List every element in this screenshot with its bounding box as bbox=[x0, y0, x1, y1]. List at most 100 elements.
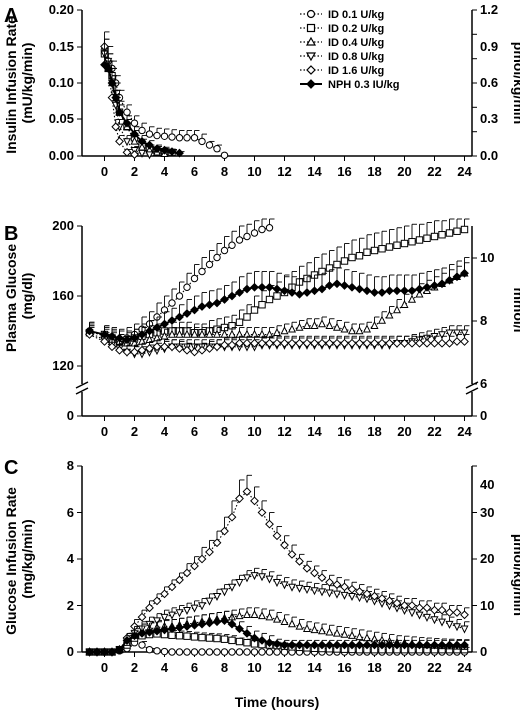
data-point bbox=[333, 260, 341, 269]
data-point bbox=[212, 538, 222, 548]
data-point bbox=[370, 591, 379, 601]
data-point bbox=[257, 508, 267, 517]
panel-c-y2label: µmol/kg/min bbox=[511, 534, 520, 616]
x-tick-label: 0 bbox=[101, 660, 108, 675]
data-point bbox=[175, 575, 184, 585]
data-point bbox=[257, 611, 267, 620]
data-point bbox=[347, 630, 357, 639]
panel-c-y2tick: 10 bbox=[480, 598, 494, 613]
data-point bbox=[160, 145, 169, 155]
data-point bbox=[377, 640, 387, 650]
data-point bbox=[107, 647, 117, 657]
panel-b-label: B bbox=[4, 223, 18, 245]
data-point bbox=[220, 329, 229, 338]
legend-label: ID 0.2 U/kg bbox=[328, 23, 384, 35]
data-point bbox=[85, 647, 94, 657]
data-point bbox=[400, 239, 409, 248]
data-point bbox=[175, 148, 184, 158]
data-point bbox=[130, 129, 139, 139]
data-point bbox=[235, 624, 244, 634]
panel-a-ytick: 0.20 bbox=[49, 2, 74, 17]
data-point bbox=[182, 309, 192, 318]
data-point bbox=[460, 640, 469, 650]
data-point bbox=[227, 329, 237, 338]
data-point bbox=[265, 282, 274, 292]
panel-b: B 120 160 200 0 6 8 10 0 Plasma Gl bbox=[3, 218, 520, 439]
data-point bbox=[332, 279, 342, 289]
data-point bbox=[310, 587, 319, 596]
x-tick-label: 18 bbox=[367, 164, 381, 179]
data-point bbox=[445, 275, 454, 285]
data-point bbox=[340, 582, 349, 592]
data-point bbox=[92, 647, 102, 657]
panel-b-y-ticks: 120 160 200 0 bbox=[52, 218, 82, 423]
data-point bbox=[190, 329, 199, 338]
data-point bbox=[325, 320, 334, 329]
data-point bbox=[220, 648, 229, 656]
data-point bbox=[250, 338, 259, 348]
data-point bbox=[243, 313, 251, 321]
panel-a-y2tick: 0.9 bbox=[480, 39, 498, 54]
data-point bbox=[332, 580, 342, 589]
panel-c-ylabel: Glucose Infusion Rate (mg/kg/min) bbox=[3, 483, 35, 635]
series-id-0-1-u-kg bbox=[85, 218, 275, 344]
data-point bbox=[175, 609, 184, 618]
data-point bbox=[243, 639, 251, 647]
data-point bbox=[400, 286, 409, 296]
data-point bbox=[103, 63, 113, 73]
data-point bbox=[400, 640, 409, 650]
data-point bbox=[243, 232, 251, 241]
data-point bbox=[265, 612, 274, 621]
data-point bbox=[145, 344, 154, 353]
data-point bbox=[175, 134, 184, 142]
data-point bbox=[213, 253, 221, 262]
panel-b-y2tick: 8 bbox=[480, 313, 487, 328]
data-point bbox=[213, 634, 221, 643]
data-point bbox=[302, 623, 312, 632]
data-point bbox=[167, 611, 177, 620]
data-point bbox=[100, 337, 109, 346]
x-tick-label: 14 bbox=[307, 660, 322, 675]
panel-b-y2tick: 6 bbox=[480, 376, 487, 391]
data-point bbox=[310, 338, 319, 348]
data-point bbox=[445, 229, 454, 237]
data-point bbox=[280, 616, 289, 625]
y-axis-break bbox=[75, 387, 89, 395]
data-point bbox=[190, 274, 199, 283]
data-point bbox=[393, 241, 401, 249]
data-point bbox=[302, 563, 312, 573]
data-point bbox=[317, 338, 327, 348]
data-point bbox=[362, 338, 372, 348]
data-point bbox=[257, 573, 267, 582]
data-point bbox=[280, 540, 289, 550]
data-point bbox=[167, 329, 177, 338]
data-point bbox=[183, 648, 191, 656]
data-point bbox=[340, 591, 349, 600]
data-point bbox=[167, 624, 177, 634]
data-point bbox=[363, 248, 371, 256]
data-point bbox=[452, 272, 462, 282]
data-point bbox=[422, 603, 432, 613]
data-point bbox=[242, 574, 252, 583]
data-point bbox=[160, 331, 169, 340]
data-point bbox=[430, 281, 439, 290]
data-point bbox=[310, 286, 319, 296]
data-point bbox=[295, 621, 304, 630]
data-point bbox=[287, 324, 297, 333]
panel-a-y2-ticks: 0.0 0.3 0.6 0.9 1.2 bbox=[472, 2, 498, 163]
data-point bbox=[400, 338, 409, 348]
data-point bbox=[355, 338, 364, 348]
x-tick-label: 10 bbox=[247, 424, 261, 439]
legend-label: ID 0.4 U/kg bbox=[328, 37, 384, 49]
data-point bbox=[183, 134, 191, 142]
y2-axis-break bbox=[465, 381, 479, 389]
data-point bbox=[197, 554, 207, 564]
data-point bbox=[332, 338, 342, 348]
data-point bbox=[370, 338, 379, 348]
data-point bbox=[445, 338, 454, 348]
data-point bbox=[137, 628, 147, 638]
data-point bbox=[111, 122, 121, 132]
data-point bbox=[325, 589, 334, 598]
data-point bbox=[175, 632, 184, 640]
data-point bbox=[212, 617, 222, 627]
